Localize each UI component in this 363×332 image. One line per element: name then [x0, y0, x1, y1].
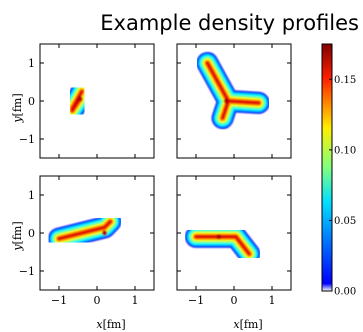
- density-blob: [185, 225, 261, 265]
- colorbar: 0.00 0.05 0.10 0.15: [321, 43, 356, 298]
- panel-bottom-right: −1 0 1: [176, 175, 292, 307]
- density-blob: [196, 52, 270, 130]
- y-tick-label: −1: [19, 265, 35, 278]
- y-tick-label: 1: [28, 189, 35, 202]
- x-tick-label: −1: [51, 294, 67, 307]
- colorbar-tick-label: 0.00: [334, 287, 356, 298]
- y-tick-label: 0: [28, 227, 35, 240]
- y-tick-label: 0: [28, 95, 35, 108]
- panel-background: [40, 44, 154, 158]
- panel-top-left: −1 0 1: [19, 43, 155, 159]
- density-contour: [103, 220, 112, 229]
- density-peak: [223, 98, 229, 104]
- density-contour: [205, 61, 230, 103]
- x-tick-label: 0: [94, 294, 101, 307]
- x-tick-label: −1: [188, 294, 204, 307]
- colorbar-tick-label: 0.15: [334, 75, 356, 86]
- panels-group: −1 0 1 −1 0 1 −1 0 1 −1 0 1: [19, 43, 292, 307]
- panel-bottom-left: −1 0 1 −1 0 1: [19, 175, 155, 307]
- panel-top-right: [176, 43, 292, 159]
- chart-title: Example density profiles: [100, 11, 359, 35]
- colorbar-tick-label: 0.10: [334, 145, 356, 156]
- density-contour: [221, 99, 230, 120]
- density-contour: [226, 99, 261, 105]
- colorbar-tick-label: 0.05: [334, 216, 356, 227]
- y-axis-label-bottom: y[fm]: [11, 221, 24, 251]
- y-axis-label-top: y[fm]: [11, 93, 24, 123]
- y-tick-label: −1: [19, 133, 35, 146]
- density-contour: [57, 225, 107, 241]
- colorbar-gradient: [321, 43, 333, 292]
- density-blob: [61, 80, 93, 122]
- density-blob: [48, 210, 122, 250]
- density-contour: [234, 235, 251, 256]
- x-axis-label-left: x[fm]: [96, 318, 125, 331]
- density-peak: [102, 230, 108, 236]
- x-tick-label: 1: [132, 294, 139, 307]
- y-tick-label: 1: [28, 57, 35, 70]
- density-peak: [77, 96, 83, 102]
- x-tick-label: 0: [231, 294, 238, 307]
- x-tick-label: 1: [269, 294, 276, 307]
- density-peak: [216, 234, 222, 240]
- x-axis-label-right: x[fm]: [233, 318, 262, 331]
